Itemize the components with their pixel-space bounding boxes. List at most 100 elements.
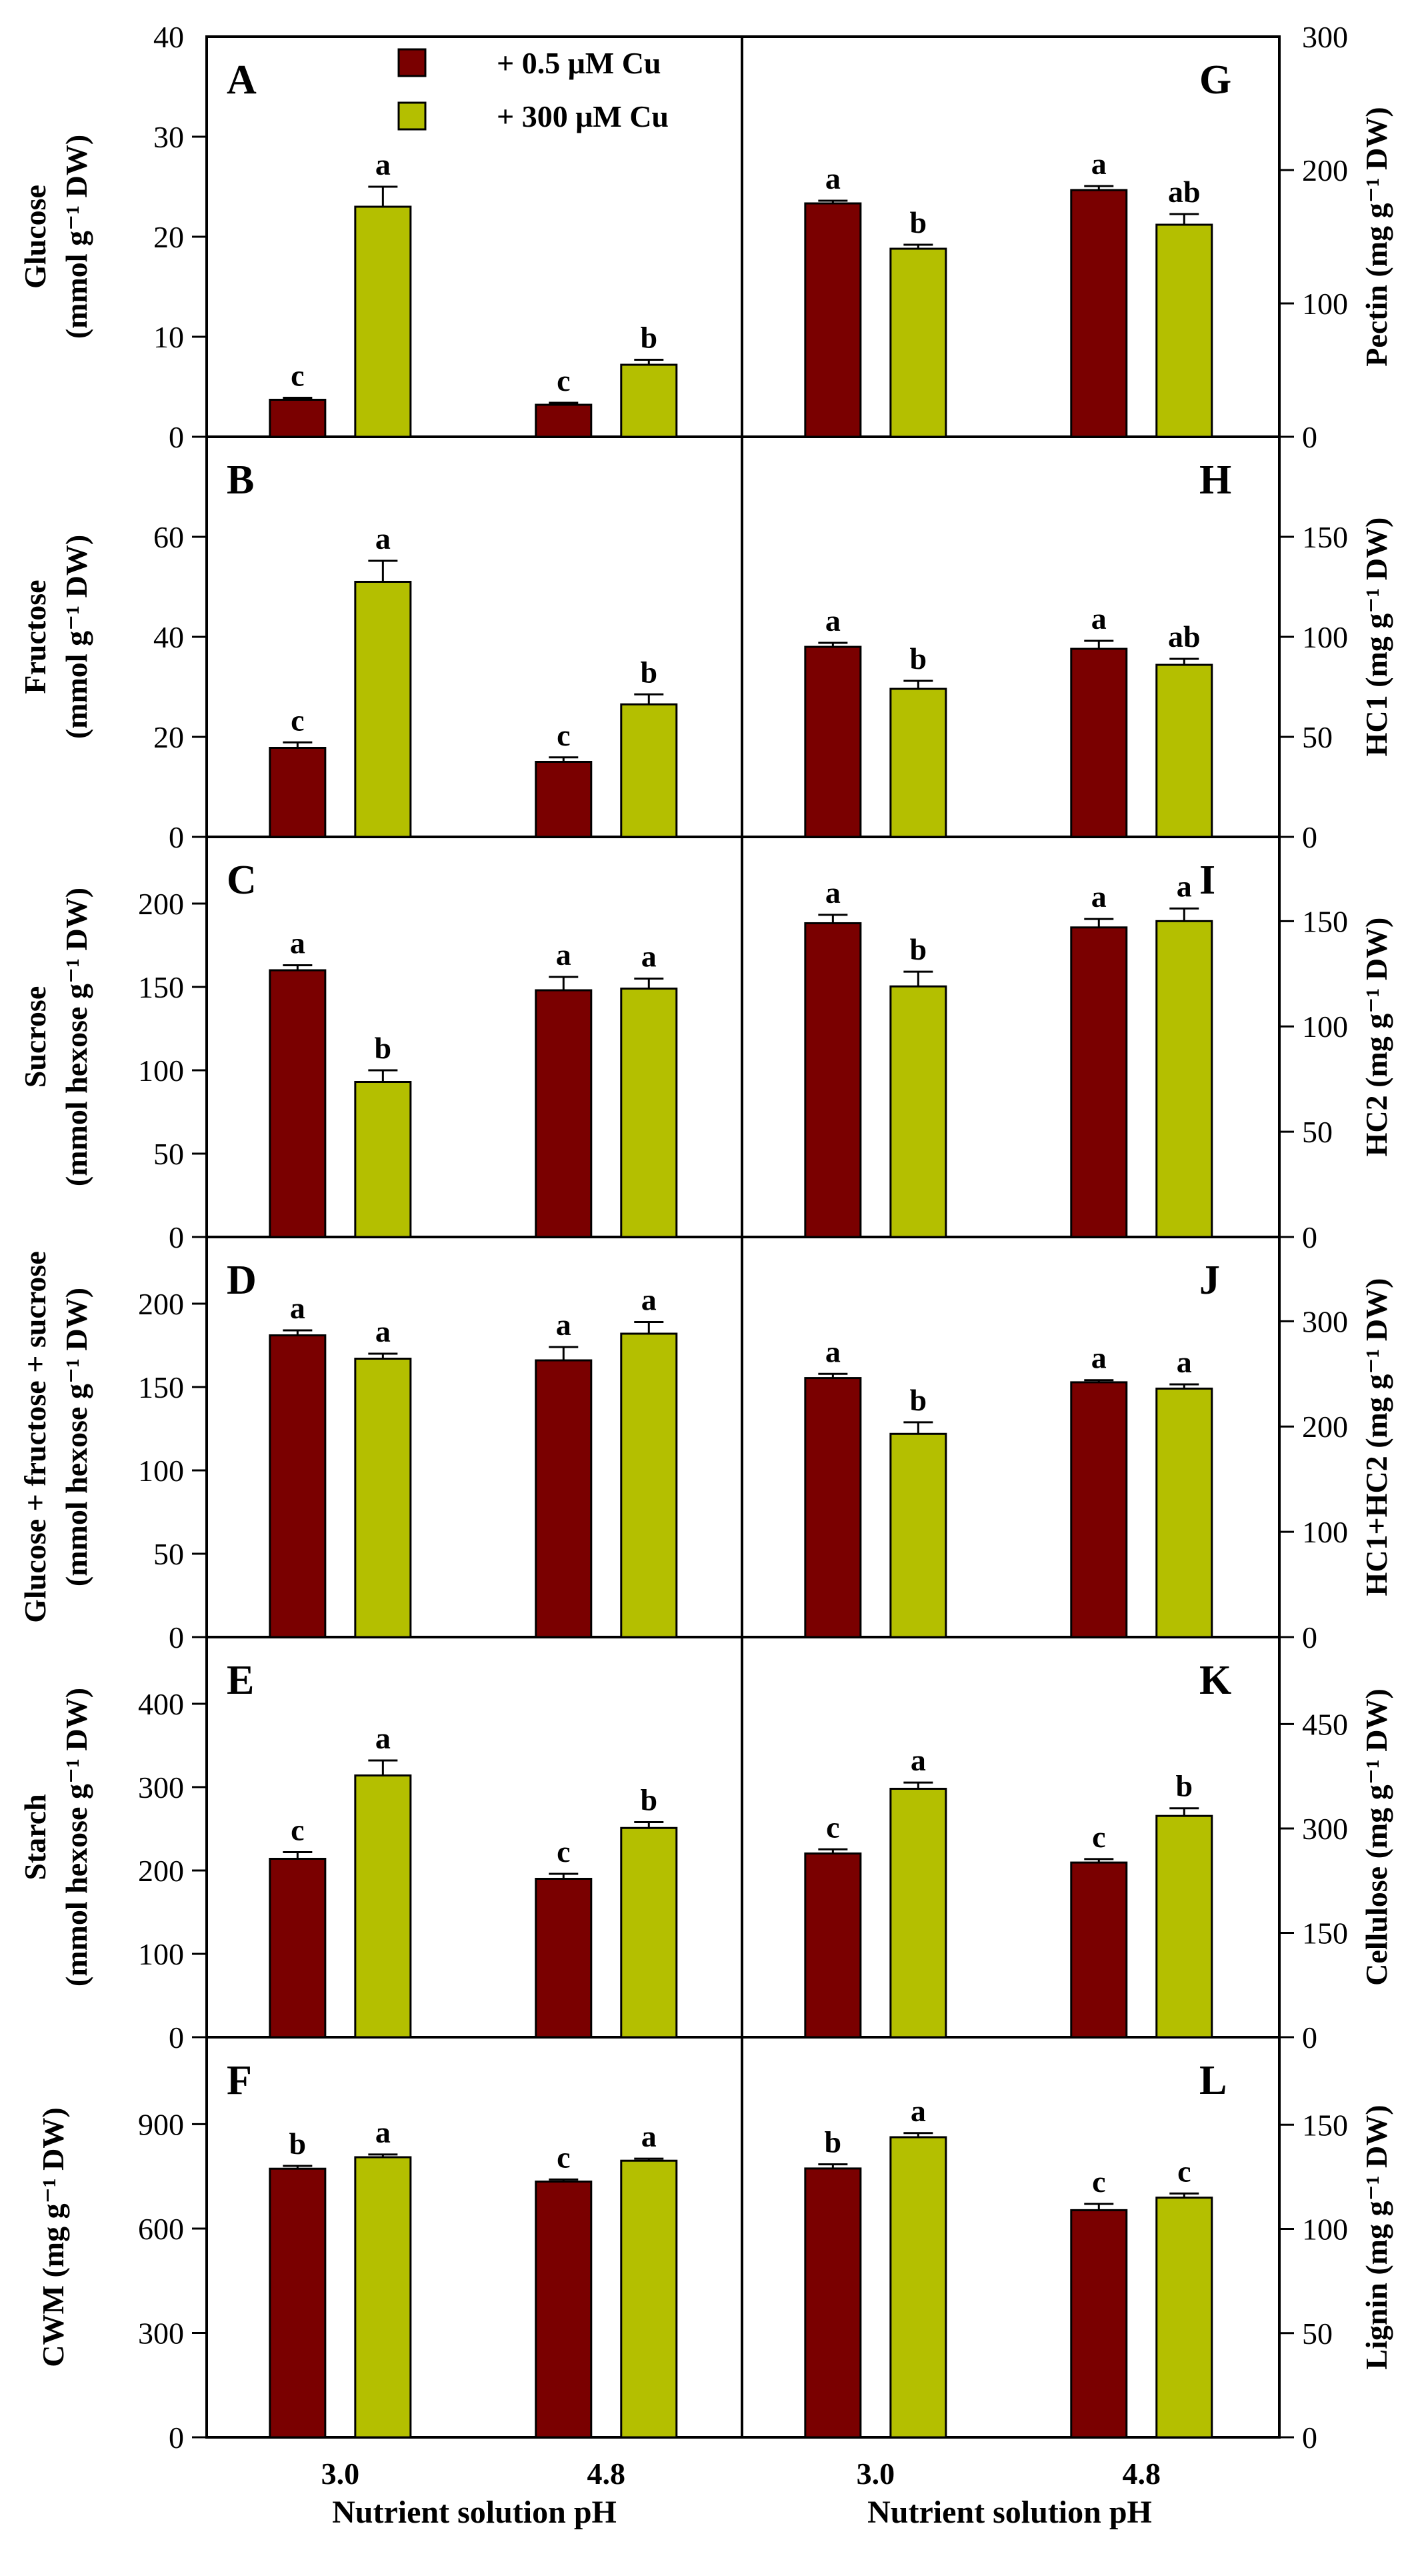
y-tick-label: 100 — [138, 1054, 184, 1088]
legend-label: + 300 μM Cu — [497, 99, 669, 133]
y-tick-label: 0 — [169, 1220, 184, 1254]
bar — [620, 2159, 678, 2439]
bar — [620, 1826, 678, 2039]
y-tick-label: 50 — [1302, 1115, 1333, 1149]
significance-letter: b — [375, 1031, 392, 1065]
bar — [1155, 664, 1213, 838]
x-tick-label: 4.8 — [1123, 2457, 1161, 2491]
y-tick-label: 200 — [1302, 1410, 1348, 1444]
significance-letter: a — [1177, 1345, 1192, 1379]
y-tick-label: 0 — [1302, 420, 1317, 454]
bar — [1070, 926, 1128, 1238]
y-tick-label: 0 — [169, 1620, 184, 1654]
bar — [1155, 1387, 1213, 1638]
significance-letter: c — [291, 1813, 304, 1847]
significance-letter: ab — [1168, 175, 1201, 209]
bar — [889, 1432, 947, 1638]
panel-label: K — [1199, 1658, 1231, 1703]
significance-letter: a — [1177, 869, 1192, 903]
panel-f: 0 300 600 900 CWM (mg g⁻¹ DW) Fb c a a — [36, 2058, 678, 2455]
significance-letter: b — [910, 205, 927, 239]
y-tick-label: 150 — [138, 970, 184, 1004]
y-tick-label: 150 — [1302, 2108, 1348, 2142]
bar — [1155, 1814, 1213, 2039]
y-axis-label-line: Glucose — [18, 185, 52, 289]
panel-label: L — [1199, 2058, 1227, 2103]
panel-label: B — [227, 457, 254, 503]
bar — [620, 988, 678, 1238]
y-axis-label: CWM (mg g⁻¹ DW) — [36, 2107, 70, 2367]
panel-label: E — [227, 1658, 254, 1703]
significance-letter: a — [375, 2115, 391, 2149]
bar — [804, 646, 862, 838]
significance-letter: b — [910, 932, 927, 966]
panel-label: F — [227, 2058, 252, 2103]
significance-letter: c — [557, 1834, 570, 1868]
panel-label: I — [1199, 858, 1215, 903]
y-tick-label: 30 — [153, 120, 184, 154]
y-tick-label: 50 — [1302, 720, 1333, 754]
y-tick-label: 40 — [153, 620, 184, 654]
significance-letter: a — [825, 161, 841, 195]
significance-letter: a — [375, 1721, 391, 1755]
bar — [1070, 189, 1128, 438]
bar — [889, 1787, 947, 2039]
x-tick-label: 3.0 — [857, 2457, 895, 2491]
y-tick-label: 0 — [169, 2421, 184, 2455]
significance-letter: c — [557, 363, 570, 397]
y-tick-label: 300 — [138, 2316, 184, 2350]
significance-letter: b — [640, 321, 657, 355]
bar — [889, 688, 947, 838]
y-axis-label-line: CWM (mg g⁻¹ DW) — [36, 2107, 70, 2367]
y-axis-label-line: (mmol hexose g⁻¹ DW) — [59, 1688, 93, 1987]
bar — [1155, 223, 1213, 438]
panel-label: J — [1199, 1258, 1220, 1303]
bar — [269, 1858, 327, 2039]
y-axis-label-line: Starch — [18, 1794, 52, 1880]
y-tick-label: 300 — [1302, 20, 1348, 54]
panel-label: H — [1199, 457, 1231, 503]
bar — [354, 205, 412, 438]
panel-label: G — [1199, 57, 1231, 103]
y-axis-label-line: Cellulose (mg g⁻¹ DW) — [1359, 1688, 1393, 1986]
bar — [535, 403, 593, 438]
significance-letter: c — [1092, 2165, 1105, 2199]
y-tick-label: 150 — [1302, 1916, 1348, 1950]
bar — [354, 1774, 412, 2039]
y-axis-label-line: (mmol g⁻¹ DW) — [59, 535, 93, 739]
y-tick-label: 400 — [138, 1687, 184, 1721]
bar — [354, 581, 412, 838]
panel-d: 0 50 100 150 200 Glucose + fructose + sucrose… — [18, 1251, 678, 1654]
bar — [269, 747, 327, 838]
bar — [1155, 2197, 1213, 2439]
significance-letter: a — [290, 926, 305, 960]
bar — [1070, 1381, 1128, 1638]
y-tick-label: 50 — [1302, 2317, 1333, 2351]
y-tick-label: 900 — [138, 2107, 184, 2141]
significance-letter: a — [825, 876, 841, 910]
bar — [535, 761, 593, 838]
y-tick-label: 10 — [153, 320, 184, 354]
bar — [804, 202, 862, 438]
y-axis-label: HC1+HC2 (mg g⁻¹ DW) — [1359, 1278, 1393, 1596]
y-tick-label: 150 — [1302, 520, 1348, 554]
y-tick-label: 100 — [1302, 2213, 1348, 2247]
y-tick-label: 100 — [138, 1454, 184, 1488]
panel-b: 0 20 40 60 Fructose (mmol g⁻¹ DW) Bc c a b — [18, 457, 678, 854]
y-axis-label: Fructose (mmol g⁻¹ DW) — [18, 535, 93, 739]
significance-letter: a — [641, 2119, 657, 2153]
y-tick-label: 100 — [1302, 620, 1348, 654]
significance-letter: a — [375, 1314, 391, 1348]
significance-letter: c — [1092, 1820, 1105, 1854]
y-tick-label: 100 — [1302, 1515, 1348, 1549]
panel-i: 0 50 100 150 HC2 (mg g⁻¹ DW) Ia a b a — [804, 858, 1393, 1254]
bar — [889, 2136, 947, 2439]
significance-letter: c — [291, 359, 304, 393]
y-axis-label-line: (mmol hexose g⁻¹ DW) — [59, 888, 93, 1186]
y-axis-label-line: Pectin (mg g⁻¹ DW) — [1359, 107, 1393, 366]
significance-letter: a — [1091, 601, 1107, 635]
bar — [620, 1332, 678, 1638]
significance-letter: a — [1091, 147, 1107, 181]
y-axis-label-line: (mmol hexose g⁻¹ DW) — [59, 1288, 93, 1586]
